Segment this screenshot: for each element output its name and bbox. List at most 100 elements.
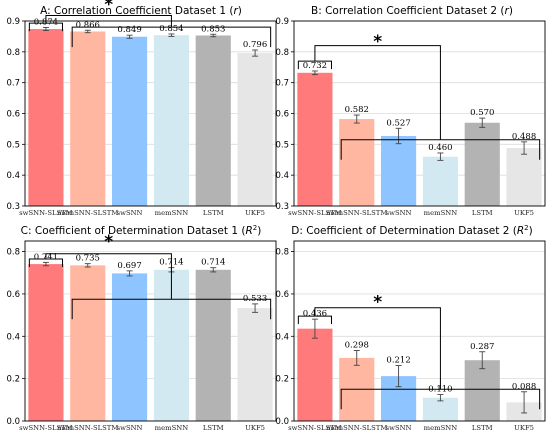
panel-a-ytick-label: 0.3 bbox=[6, 202, 20, 212]
panel-a-ytick-label: 0.7 bbox=[6, 79, 20, 89]
panel-c-category-label: swSNN-SLSTM bbox=[19, 424, 73, 432]
panel-a-significance-star: * bbox=[104, 0, 113, 15]
panel-d-ytick-label: 0.4 bbox=[275, 332, 289, 342]
panel-c-bar bbox=[195, 269, 231, 421]
panel-a-value-label: 0.866 bbox=[76, 20, 100, 30]
panel-d-significance-star: * bbox=[373, 292, 382, 312]
panel-a-significance-bracket-top bbox=[45, 14, 172, 28]
panel-c-category-label: swSNN bbox=[117, 424, 143, 432]
panel-c-significance-bracket-top bbox=[45, 253, 172, 300]
panel-a-category-label: memSNN bbox=[155, 209, 189, 217]
panel-b-category-label: UKF5 bbox=[514, 209, 534, 217]
panel-b-value-label: 0.460 bbox=[428, 143, 452, 153]
panel-a-bar bbox=[70, 31, 106, 206]
panel-c: C: Coefficient of Determination Dataset … bbox=[6, 224, 277, 432]
panel-d-ytick-label: 0.0 bbox=[275, 417, 289, 427]
panel-b-ytick-label: 0.7 bbox=[275, 79, 289, 89]
panel-a-value-label: 0.854 bbox=[159, 24, 183, 34]
panel-a-ytick-label: 0.6 bbox=[6, 110, 20, 120]
panel-d-category-label: memSNN bbox=[424, 424, 458, 432]
panel-a-category-label: LSTM bbox=[203, 209, 224, 217]
panel-b-bar bbox=[297, 72, 333, 206]
panel-a-significance-bracket-right bbox=[71, 26, 272, 48]
panel-c-frame bbox=[24, 240, 277, 422]
panel-b-bar bbox=[339, 119, 375, 206]
panel-a-title: A: Correlation Coefficient Dataset 1 (r) bbox=[40, 5, 242, 17]
panel-b-bar bbox=[506, 148, 542, 206]
panel-b-value-label: 0.732 bbox=[303, 61, 327, 71]
panel-a-bar bbox=[153, 35, 189, 206]
panel-d-category-label: LSTM bbox=[472, 424, 493, 432]
panel-b-title: B: Correlation Coefficient Dataset 2 (r) bbox=[311, 5, 513, 17]
panel-a-category-label: UKF5 bbox=[245, 209, 265, 217]
panel-d-value-label: 0.298 bbox=[345, 340, 369, 350]
panel-b-significance-star: * bbox=[373, 32, 382, 52]
panel-d-bar bbox=[464, 360, 500, 421]
panel-c-value-label: 0.735 bbox=[76, 254, 100, 264]
panel-c-bar bbox=[112, 273, 148, 421]
panel-b-ytick-label: 0.6 bbox=[275, 110, 289, 120]
panel-d-category-label: swSNN-SLSTM bbox=[288, 424, 342, 432]
panel-d-title: D: Coefficient of Determination Dataset … bbox=[291, 224, 532, 237]
panel-a-ytick-label: 0.5 bbox=[6, 140, 20, 150]
panel-b-bar bbox=[381, 136, 417, 206]
panel-b-value-label: 0.488 bbox=[512, 132, 536, 142]
panel-b-category-label: memSNN bbox=[424, 209, 458, 217]
panel-b-category-label: swSNN bbox=[386, 209, 412, 217]
panel-a-bar bbox=[195, 35, 231, 206]
panel-d-bar bbox=[422, 397, 458, 421]
panel-b-ytick-label: 0.5 bbox=[275, 140, 289, 150]
panel-b-frame bbox=[293, 20, 546, 207]
panel-b-bar bbox=[464, 122, 500, 206]
panel-c-ytick-label: 0.6 bbox=[6, 290, 20, 300]
panel-c-title: C: Coefficient of Determination Dataset … bbox=[21, 224, 262, 237]
panel-a-value-label: 0.853 bbox=[201, 24, 225, 34]
panel-b-value-label: 0.582 bbox=[345, 105, 369, 115]
panel-c-bar bbox=[28, 264, 64, 421]
panel-c-ytick-label: 0.0 bbox=[6, 417, 20, 427]
panel-a-category-label: swSNN bbox=[117, 209, 143, 217]
panel-b-category-label: LSTM bbox=[472, 209, 493, 217]
panel-a: A: Correlation Coefficient Dataset 1 (r)… bbox=[6, 0, 277, 217]
panel-b-value-label: 0.527 bbox=[386, 118, 410, 128]
panel-d-category-label: memSNN-SLSTM bbox=[326, 424, 387, 432]
panel-d-significance-bracket-top bbox=[314, 307, 441, 390]
panel-b-ytick-label: 0.3 bbox=[275, 202, 289, 212]
panel-c-ytick-label: 0.2 bbox=[6, 375, 20, 385]
panel-c-value-label: 0.714 bbox=[201, 258, 225, 268]
panel-d-category-label: swSNN bbox=[386, 424, 412, 432]
panel-a-ytick-label: 0.9 bbox=[6, 17, 20, 27]
panel-d-bar bbox=[297, 328, 333, 421]
panel-a-category-label: swSNN-SLSTM bbox=[19, 209, 73, 217]
panel-c-category-label: LSTM bbox=[203, 424, 224, 432]
panel-a-frame bbox=[24, 20, 277, 207]
panel-b-ytick-label: 0.9 bbox=[275, 17, 289, 27]
panel-d-value-label: 0.287 bbox=[470, 342, 494, 352]
panel-d-ytick-label: 0.8 bbox=[275, 248, 289, 258]
panel-c-ytick-label: 0.4 bbox=[6, 332, 20, 342]
panel-c-bar bbox=[70, 265, 106, 421]
panel-d-frame bbox=[293, 240, 546, 422]
panel-a-value-label: 0.796 bbox=[243, 40, 267, 50]
panel-a-ytick-label: 0.8 bbox=[6, 48, 20, 58]
panel-b-bar bbox=[422, 156, 458, 206]
panel-c-category-label: memSNN-SLSTM bbox=[57, 424, 118, 432]
panel-d-value-label: 0.212 bbox=[386, 356, 410, 366]
panel-b-ytick-label: 0.4 bbox=[275, 171, 289, 181]
panel-d-value-label: 0.088 bbox=[512, 382, 536, 392]
panel-b: B: Correlation Coefficient Dataset 2 (r)… bbox=[275, 5, 546, 217]
panel-b-category-label: swSNN-SLSTM bbox=[288, 209, 342, 217]
panel-c-ytick-label: 0.8 bbox=[6, 248, 20, 258]
panel-a-bar bbox=[28, 29, 64, 207]
panel-a-bar bbox=[237, 53, 273, 206]
panel-c-significance-star: * bbox=[104, 232, 113, 252]
panel-b-category-label: memSNN-SLSTM bbox=[326, 209, 387, 217]
panel-c-bar bbox=[237, 308, 273, 421]
panel-d: D: Coefficient of Determination Dataset … bbox=[275, 224, 546, 432]
panel-a-category-label: memSNN-SLSTM bbox=[57, 209, 118, 217]
panel-b-value-label: 0.570 bbox=[470, 108, 494, 118]
panel-a-ytick-label: 0.4 bbox=[6, 171, 20, 181]
panel-c-value-label: 0.697 bbox=[117, 261, 141, 271]
panel-d-ytick-label: 0.6 bbox=[275, 290, 289, 300]
